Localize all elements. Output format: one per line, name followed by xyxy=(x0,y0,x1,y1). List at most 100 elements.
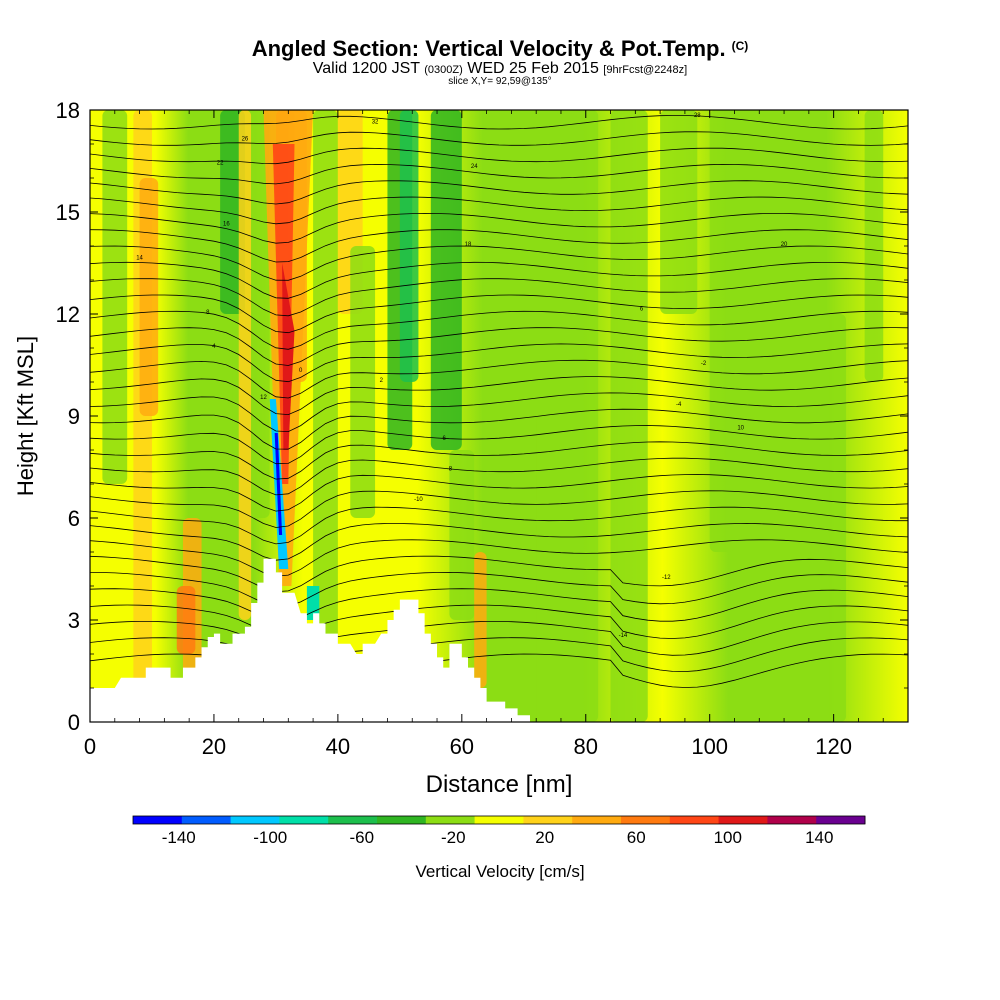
velocity-streaks xyxy=(102,110,884,722)
y-tick-label: 18 xyxy=(56,98,80,123)
colorbar-swatch xyxy=(279,816,329,824)
isentrope-line xyxy=(90,196,908,225)
isentrope-label: 20 xyxy=(781,242,788,248)
chart-title: Angled Section: Vertical Velocity & Pot.… xyxy=(0,36,1000,62)
colorbar-swatch xyxy=(718,816,768,824)
velocity-streak xyxy=(864,110,884,382)
colorbar-swatch xyxy=(328,816,378,824)
units-tag: (C) xyxy=(731,39,749,53)
isentrope-label: 12 xyxy=(260,395,267,401)
isentrope-line xyxy=(90,327,908,366)
isentrope-line xyxy=(90,392,908,433)
velocity-streak xyxy=(610,110,648,722)
y-tick-label: 6 xyxy=(68,506,80,531)
velocity-streak xyxy=(449,450,475,620)
x-axis-label: Distance [nm] xyxy=(426,771,573,798)
colorbar-swatch xyxy=(816,816,866,824)
isentrope-label: 8 xyxy=(206,310,210,316)
isentrope-label: 16 xyxy=(223,222,230,228)
velocity-streak xyxy=(399,110,419,382)
isentrope-line xyxy=(90,163,908,185)
colorbar-swatch xyxy=(230,816,280,824)
slice-line: slice X,Y= 92,59@135° xyxy=(448,76,552,87)
isentrope-line xyxy=(90,294,908,334)
isentrope-line xyxy=(90,261,908,299)
isentrope-label: 14 xyxy=(136,256,143,262)
isentrope-line xyxy=(90,637,908,673)
valid-time-line: Valid 1200 JST (0300Z) WED 25 Feb 2015 [… xyxy=(0,60,1000,78)
isentrope-line xyxy=(90,131,908,146)
velocity-streak xyxy=(660,110,698,314)
isentrope-label: 18 xyxy=(465,242,472,248)
colorbar-tick-label: 140 xyxy=(805,828,834,847)
isentrope-line xyxy=(90,359,908,399)
velocity-streak xyxy=(573,110,599,722)
y-tick-label: 3 xyxy=(68,608,80,633)
isentrope-line xyxy=(90,212,908,244)
isentrope-line xyxy=(90,310,908,350)
isentrope-line xyxy=(90,588,908,622)
velocity-streak xyxy=(771,110,809,722)
y-axis-label: Height [Kft MSL] xyxy=(13,336,38,496)
colorbar xyxy=(132,815,866,825)
chart-title-text: Angled Section: Vertical Velocity & Pot.… xyxy=(251,36,726,61)
colorbar-tick-label: 60 xyxy=(626,828,646,847)
colorbar-swatch xyxy=(572,816,622,824)
colorbar-swatch xyxy=(621,816,671,824)
isentrope-line xyxy=(90,343,908,383)
colorbar-tick-label: -60 xyxy=(349,828,375,847)
isentrope-line xyxy=(90,376,908,416)
colorbar-swatch xyxy=(133,816,183,824)
colorbar-swatch xyxy=(767,816,817,824)
isentrope-label: 26 xyxy=(242,137,249,143)
colorbar-swatch xyxy=(669,816,720,824)
y-tick-label: 0 xyxy=(68,710,80,735)
y-tick-label: 15 xyxy=(56,200,80,225)
isentrope-label: -6 xyxy=(441,436,447,442)
x-tick-label: 120 xyxy=(815,734,852,759)
isentrope-label: 24 xyxy=(471,164,478,170)
valid-date: WED 25 Feb 2015 xyxy=(467,60,599,77)
isentrope-label: 0 xyxy=(299,368,303,374)
isentrope-label: -4 xyxy=(676,402,682,408)
isentrope-label: 28 xyxy=(694,113,701,119)
isentrope-line xyxy=(90,245,908,281)
velocity-streak xyxy=(536,416,561,722)
velocity-streak xyxy=(499,110,537,552)
colorbar-tick-label: -140 xyxy=(161,828,196,847)
x-tick-label: 60 xyxy=(450,734,474,759)
velocity-streak xyxy=(430,110,462,450)
colorbar-swatch xyxy=(425,816,476,824)
velocity-streak xyxy=(238,110,252,620)
velocity-streak xyxy=(176,586,196,654)
downdraft-core xyxy=(274,433,283,535)
colorbar-title: Vertical Velocity [cm/s] xyxy=(415,862,585,881)
isentrope-line xyxy=(90,441,908,480)
isentrope-line xyxy=(90,425,908,465)
colorbar-tick-label: -100 xyxy=(253,828,288,847)
isentrope-line xyxy=(90,621,908,656)
colorbar-swatch xyxy=(181,816,232,824)
isentrope-line xyxy=(90,180,908,205)
isentrope-line xyxy=(90,278,908,317)
terrain xyxy=(90,558,908,722)
isentrope-label: -14 xyxy=(619,633,628,639)
isentrope-label: 4 xyxy=(212,344,216,350)
updraft-core xyxy=(282,263,295,450)
isentrope-line xyxy=(90,490,908,528)
isentrope-line xyxy=(90,408,908,450)
isentrope-label: 22 xyxy=(217,160,224,166)
valid-prefix: Valid 1200 JST xyxy=(312,60,420,77)
downdraft-lee xyxy=(306,586,320,620)
isentrope-label: 32 xyxy=(372,120,379,126)
y-tick-label: 12 xyxy=(56,302,80,327)
velocity-streak xyxy=(350,246,376,518)
x-tick-label: 20 xyxy=(202,734,226,759)
x-tick-label: 0 xyxy=(84,734,96,759)
colorbar-swatch xyxy=(377,816,427,824)
x-tick-label: 100 xyxy=(691,734,728,759)
